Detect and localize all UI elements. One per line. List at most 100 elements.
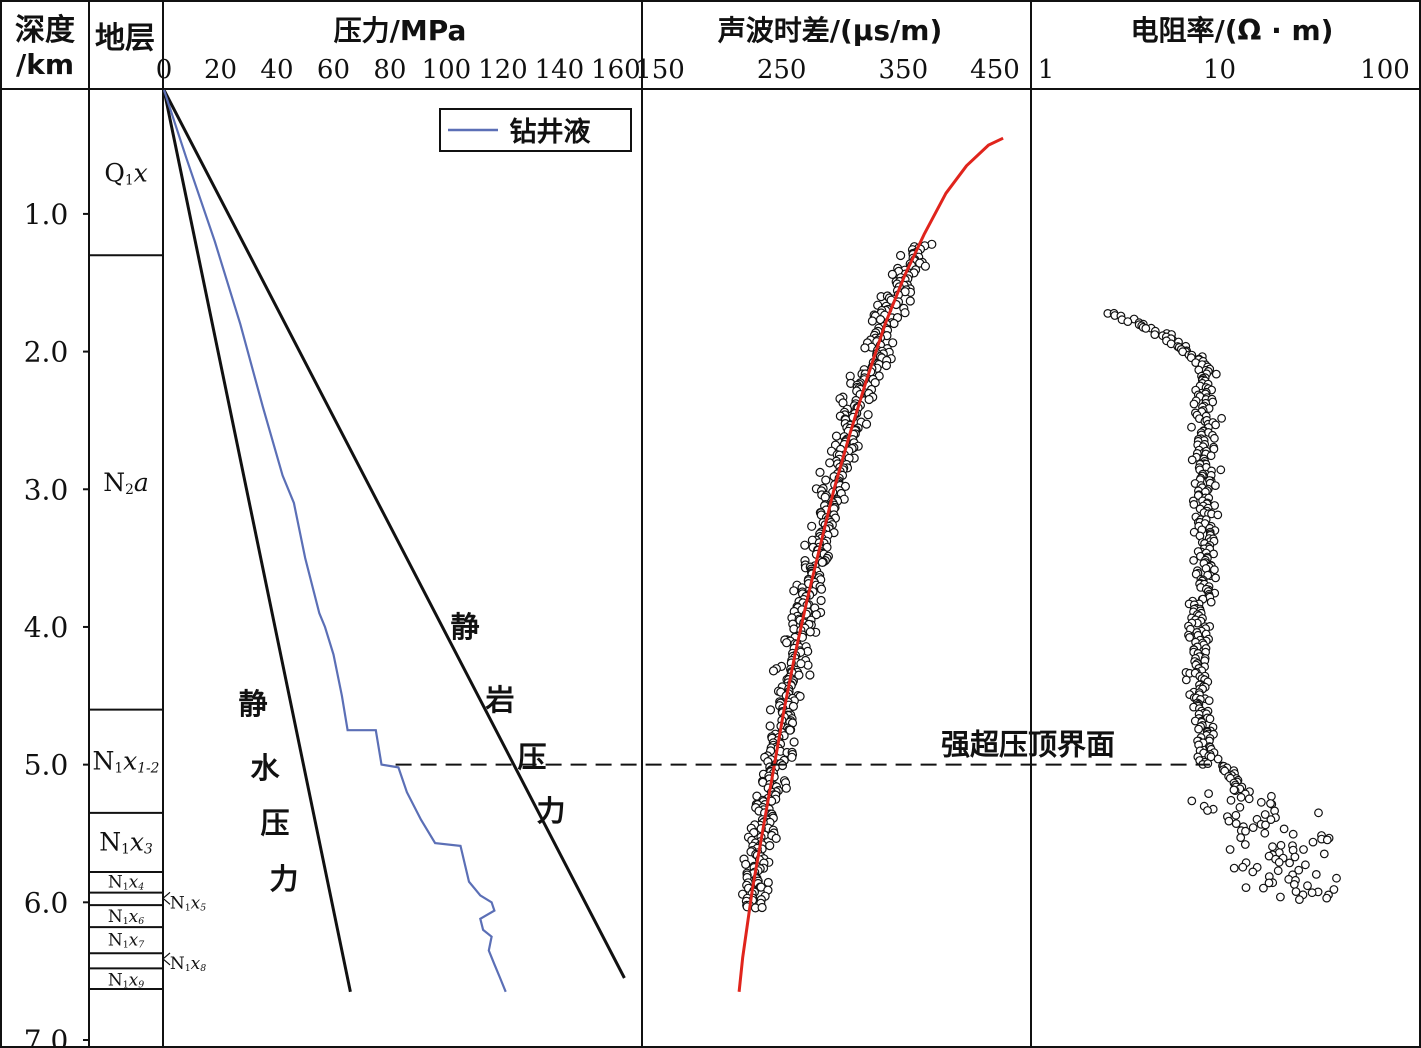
resistivity-point bbox=[1261, 820, 1270, 830]
sonic-point bbox=[785, 725, 795, 735]
resistivity-point bbox=[1319, 849, 1329, 859]
resistivity-point bbox=[1226, 795, 1236, 805]
sonic-point bbox=[765, 840, 775, 851]
sonic-point bbox=[864, 394, 874, 405]
resistivity-point bbox=[1211, 369, 1221, 379]
strata-label: N1x8 bbox=[170, 954, 206, 974]
sonic-point bbox=[796, 659, 806, 669]
sonic-point bbox=[815, 467, 825, 477]
resistivity-point bbox=[1189, 399, 1199, 409]
resistivity-point bbox=[1285, 858, 1294, 868]
resistivity-point bbox=[1266, 815, 1276, 824]
sonic-point bbox=[805, 627, 815, 637]
sonic-point bbox=[787, 752, 797, 762]
resistivity-point bbox=[1258, 883, 1268, 893]
sonic-trend-line bbox=[737, 136, 1004, 992]
resistivity-point bbox=[1260, 810, 1270, 819]
strata-label: N1x5 bbox=[170, 893, 206, 913]
depth-tick-label: 2.0 bbox=[24, 336, 69, 369]
resistivity-point bbox=[1236, 833, 1246, 842]
sonic-point bbox=[887, 269, 898, 279]
resistivity-point bbox=[1268, 842, 1277, 852]
sonic-point bbox=[860, 343, 870, 353]
strata-label: N1x4 bbox=[108, 873, 144, 893]
resistivity-point bbox=[1224, 816, 1234, 826]
hydrostatic-label-char: 静 bbox=[238, 687, 267, 721]
resistivity-point bbox=[1274, 857, 1284, 867]
sonic-point bbox=[771, 833, 781, 844]
legend-label: 钻井液 bbox=[510, 117, 591, 148]
sonic-point bbox=[781, 638, 792, 648]
strata-label: N1x3 bbox=[99, 827, 153, 857]
pressure-tick-label: 100 bbox=[422, 55, 472, 85]
resistivity-point bbox=[1206, 451, 1216, 461]
depth-header: 深度 bbox=[15, 13, 75, 48]
resistivity-point bbox=[1210, 481, 1220, 491]
pressure-tick-label: 0 bbox=[156, 55, 173, 85]
depth-unit-header: /km bbox=[16, 48, 74, 81]
lithostatic-pressure-line bbox=[162, 89, 626, 979]
resistivity-point bbox=[1185, 633, 1194, 642]
pressure-tick-label: 40 bbox=[260, 55, 293, 85]
resistivity-point bbox=[1294, 895, 1304, 904]
strata-leader bbox=[162, 952, 171, 966]
resistivity-point bbox=[1322, 835, 1332, 845]
resistivity-point bbox=[1216, 465, 1226, 475]
depth-tick-label: 4.0 bbox=[24, 611, 69, 644]
resistivity-point bbox=[1225, 845, 1235, 854]
depth-tick-label: 5.0 bbox=[24, 749, 69, 782]
resistivity-point bbox=[1248, 823, 1258, 832]
resistivity-point bbox=[1329, 885, 1339, 894]
header: 深度 /km 地层 压力/MPa 声波时差/(μs/m) 电阻率/(Ω · m) bbox=[15, 13, 1333, 81]
resistivity-point bbox=[1276, 840, 1286, 850]
sonic-point bbox=[900, 308, 910, 318]
sonic-point bbox=[831, 431, 842, 441]
resistivity-point bbox=[1150, 330, 1160, 340]
resistivity-point bbox=[1241, 826, 1250, 836]
resistivity-point bbox=[1204, 696, 1214, 705]
resistivity-point bbox=[1266, 799, 1275, 808]
pressure-tick-label: 120 bbox=[478, 55, 528, 85]
sonic-point bbox=[794, 670, 804, 680]
resistivity-point bbox=[1303, 881, 1312, 891]
resistivity-point bbox=[1189, 556, 1198, 565]
resistivity-point bbox=[1213, 754, 1223, 764]
resistivity-point bbox=[1273, 866, 1283, 876]
sonic-point bbox=[863, 410, 873, 420]
sonic-tick-label: 250 bbox=[757, 55, 807, 85]
sonic-point bbox=[870, 378, 880, 388]
resistivity-point bbox=[1279, 824, 1289, 834]
hydrostatic-label-char: 压 bbox=[260, 806, 289, 840]
resistivity-point bbox=[1241, 883, 1251, 892]
sonic-point bbox=[789, 586, 799, 596]
resistivity-track: 1 10 100 bbox=[1038, 55, 1410, 904]
resistivity-point bbox=[1206, 597, 1216, 607]
resistivity-point bbox=[1187, 422, 1196, 432]
sonic-point bbox=[757, 902, 767, 913]
depth-tick-label: 3.0 bbox=[24, 473, 69, 506]
sonic-point bbox=[817, 557, 827, 568]
resistivity-point bbox=[1189, 500, 1199, 509]
hydrostatic-label-char: 力 bbox=[269, 862, 298, 896]
lithostatic-label-char: 岩 bbox=[484, 683, 514, 717]
sonic-point bbox=[889, 318, 899, 329]
pressure-tick-label: 20 bbox=[204, 55, 237, 85]
strata-header: 地层 bbox=[95, 21, 155, 56]
resistivity-point bbox=[1256, 797, 1266, 807]
resistivity-point bbox=[1181, 675, 1191, 685]
resistivity-point bbox=[1204, 789, 1213, 798]
sonic-point bbox=[867, 316, 878, 326]
resistivity-tick-label: 10 bbox=[1203, 55, 1236, 85]
resistivity-point bbox=[1307, 888, 1317, 898]
resistivity-point bbox=[1205, 714, 1215, 724]
resistivity-point bbox=[1294, 865, 1304, 875]
sonic-point bbox=[811, 609, 821, 620]
sonic-point bbox=[905, 296, 915, 306]
sonic-point bbox=[805, 670, 815, 680]
resistivity-point bbox=[1248, 867, 1258, 877]
resistivity-point bbox=[1209, 433, 1219, 443]
sonic-point bbox=[816, 584, 827, 594]
resistivity-point bbox=[1288, 829, 1298, 839]
lithostatic-label-char: 压 bbox=[517, 740, 546, 774]
